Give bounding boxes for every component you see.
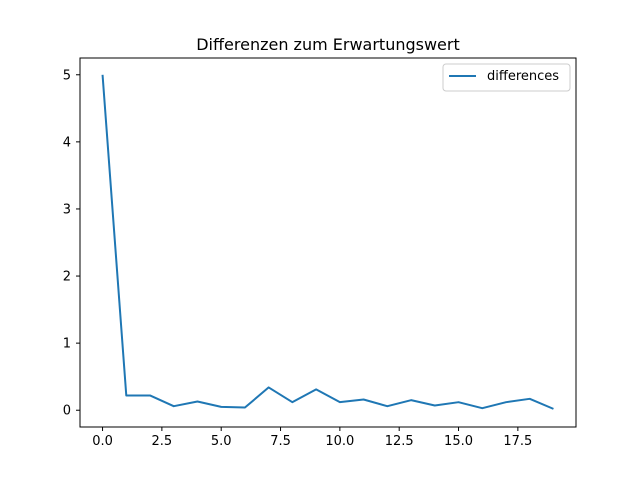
x-tick-label: 12.5 — [385, 434, 414, 449]
x-tick-label: 17.5 — [503, 434, 532, 449]
axis-ticks: 0.0 2.5 5.0 7.5 10.0 12.5 15.0 17.5 0 1 2 3 4 5 — [63, 68, 533, 449]
x-tick-label: 2.5 — [152, 434, 173, 449]
y-tick-label: 5 — [63, 68, 71, 83]
x-tick-label: 7.5 — [270, 434, 291, 449]
x-tick-label: 15.0 — [444, 434, 473, 449]
y-tick-label: 4 — [63, 135, 71, 150]
series-line-differences — [101, 74, 554, 410]
chart-title: Differenzen zum Erwartungswert — [196, 35, 460, 54]
legend: differences — [442, 63, 571, 92]
x-tick-label: 0.0 — [92, 434, 113, 449]
y-tick-label: 2 — [63, 270, 71, 285]
axes-frame — [79, 57, 577, 428]
plot-area — [101, 74, 554, 410]
x-tick-label: 10.0 — [325, 434, 354, 449]
y-tick-label: 3 — [63, 202, 71, 217]
x-tick-label: 5.0 — [211, 434, 232, 449]
legend-box — [442, 63, 571, 92]
y-tick-label: 1 — [63, 337, 71, 352]
y-tick-label: 0 — [63, 404, 71, 419]
legend-label-differences: differences — [487, 69, 559, 84]
